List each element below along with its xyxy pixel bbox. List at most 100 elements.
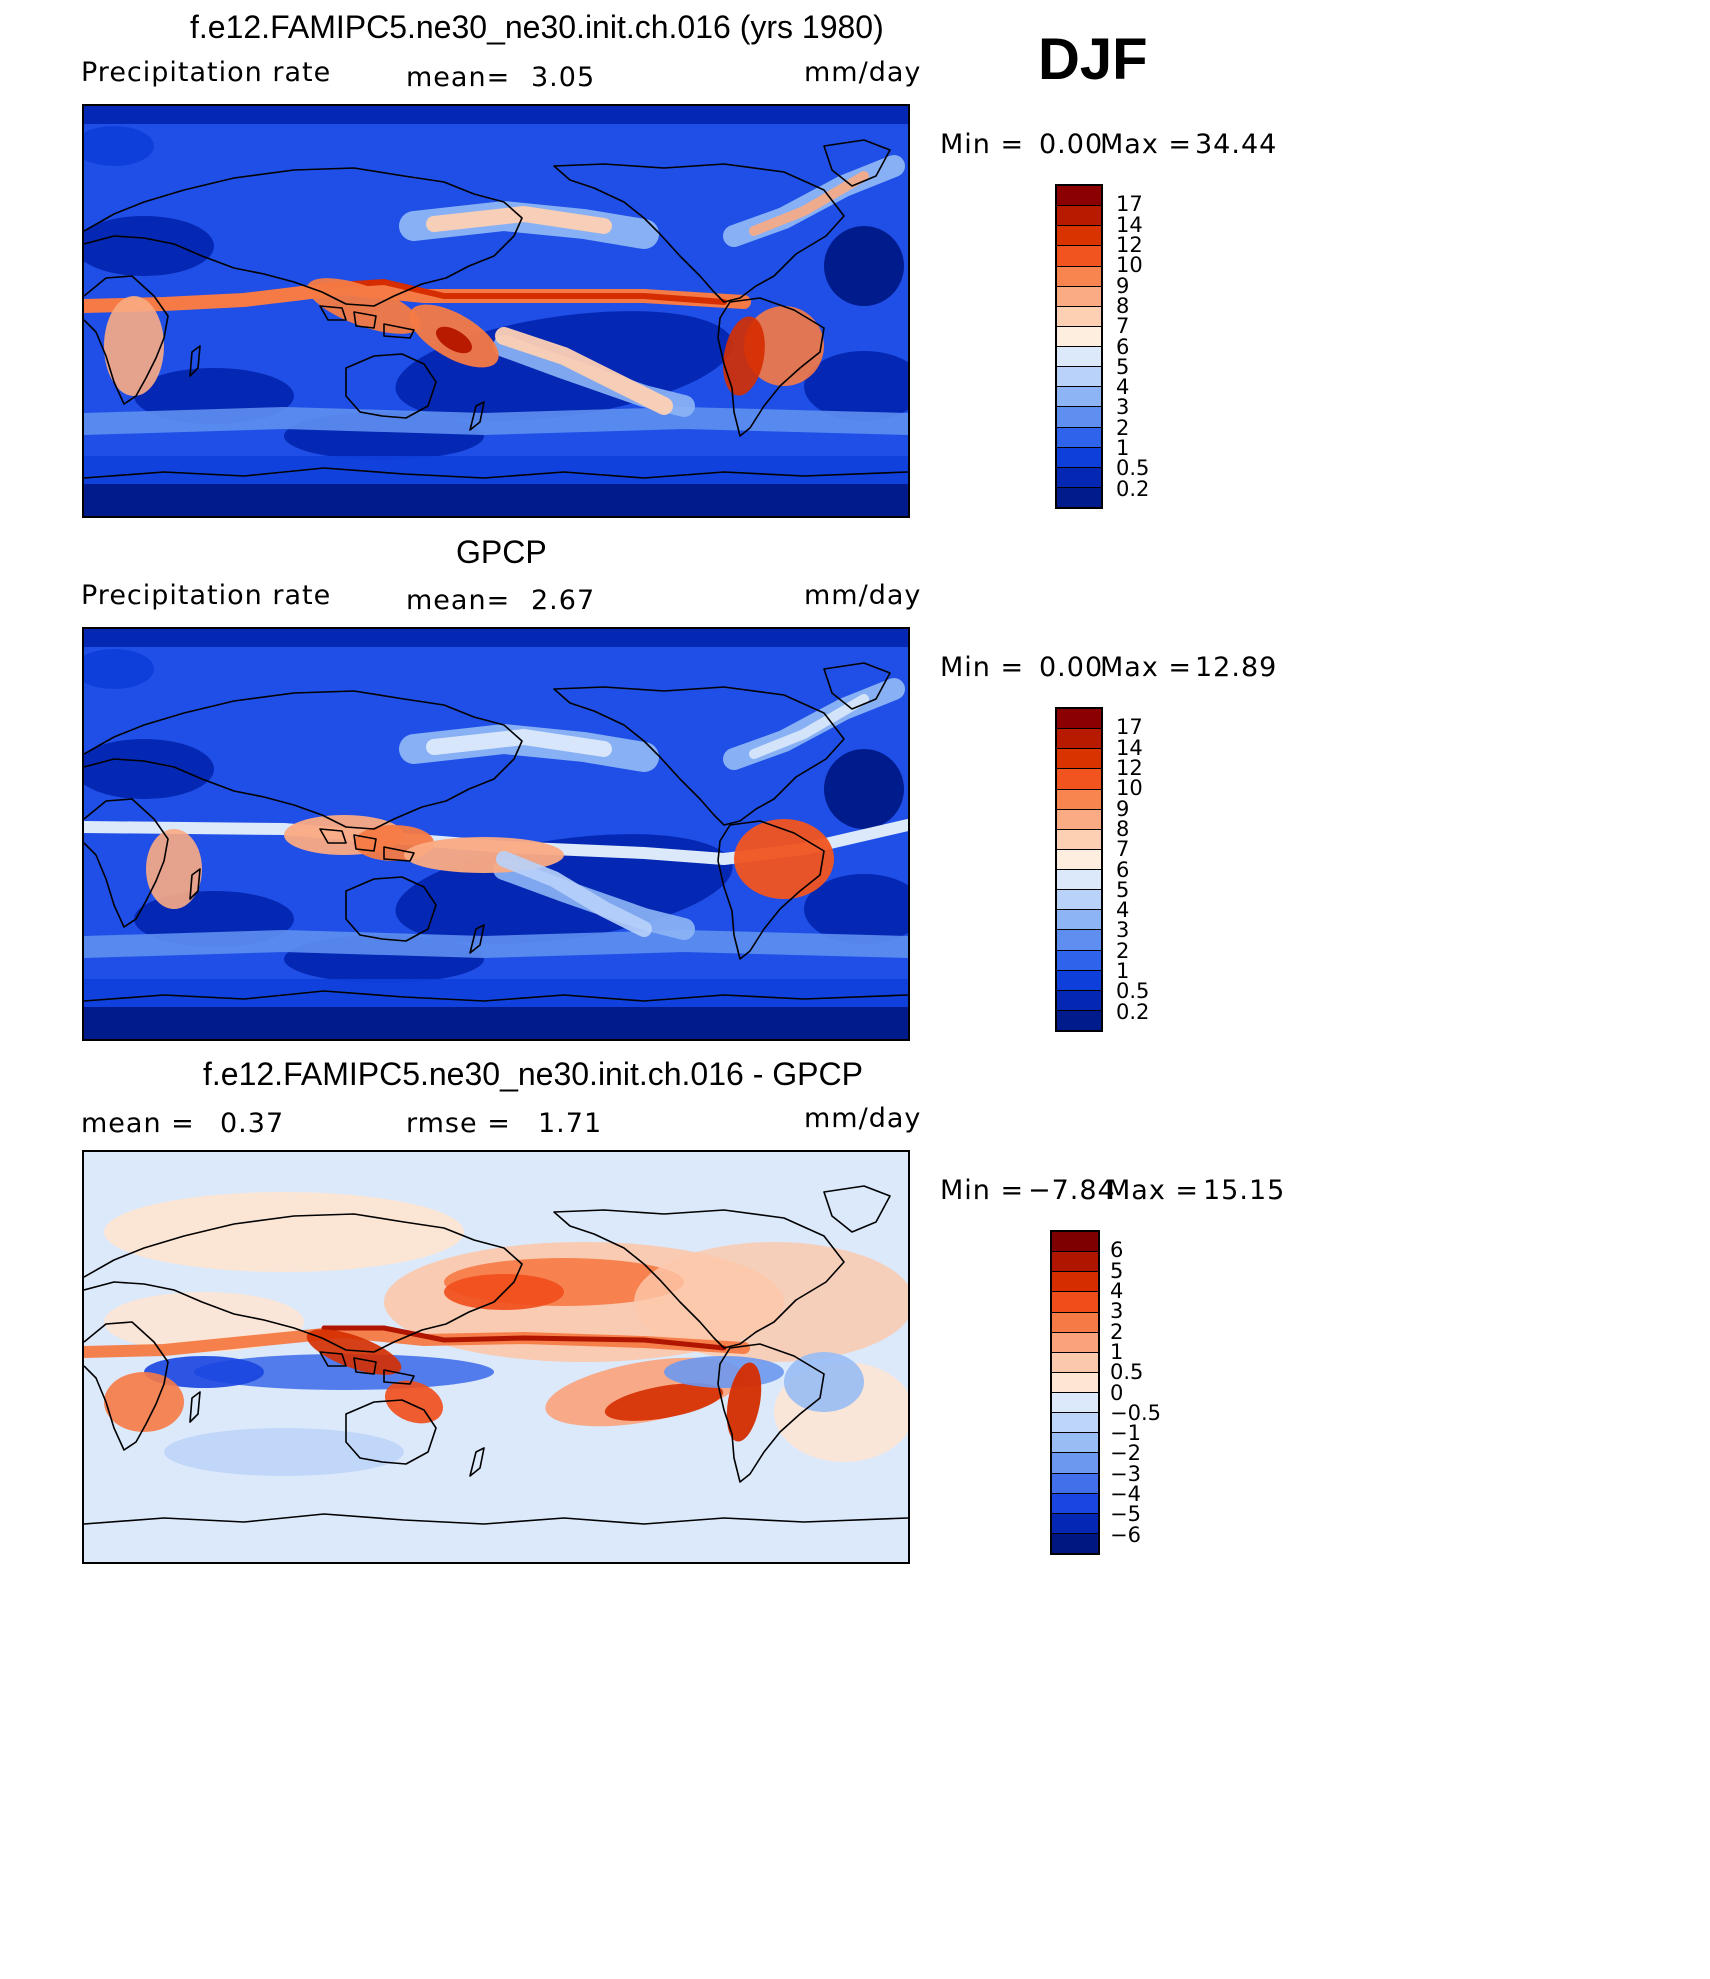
colorbar-tick-label: 9: [1116, 273, 1130, 298]
field-contour: [734, 819, 834, 899]
colorbar-tick-label: 0: [1110, 1380, 1124, 1405]
colorbar-segment: [1057, 447, 1101, 468]
colorbar-tick-label: 17: [1116, 715, 1143, 740]
coastline: [84, 990, 908, 1002]
coastline: [383, 1369, 415, 1385]
colorbar-segment: [1057, 769, 1101, 790]
polar-band: [84, 106, 908, 124]
colorbar-tick-label: 8: [1116, 816, 1130, 841]
coastline: [84, 1513, 908, 1525]
panel3-mean-label: mean =: [81, 1108, 195, 1139]
polar-band: [84, 979, 908, 1007]
polar-band: [84, 629, 908, 647]
panel3-rmse-value: 1.71: [538, 1108, 603, 1139]
colorbar-segment: [1057, 749, 1101, 770]
panel3-units: mm/day: [804, 1103, 922, 1134]
coastline: [383, 323, 415, 339]
colorbar-segment: [1057, 467, 1101, 488]
coastline: [189, 345, 201, 377]
colorbar-segment: [1052, 1292, 1098, 1313]
colorbar-tick-label: 2: [1116, 938, 1130, 963]
colorbar-segment: [1052, 1372, 1098, 1393]
field-contour: [84, 216, 214, 276]
panel2-max-value: 12.89: [1195, 652, 1278, 683]
coastline: [345, 353, 437, 419]
panel3-min-value: −7.84: [1028, 1175, 1116, 1206]
coastline: [823, 139, 891, 187]
field-contour: [104, 1192, 464, 1272]
panel2-units: mm/day: [804, 580, 922, 611]
field-contour: [604, 1383, 724, 1421]
coastline: [345, 1399, 437, 1465]
colorbar-segment: [1057, 789, 1101, 810]
colorbar-tick-label: 3: [1116, 395, 1130, 420]
field-contour: [164, 1428, 404, 1476]
panel2-variable-label: Precipitation rate: [81, 580, 332, 611]
coastline: [189, 1391, 201, 1423]
field-contour: [804, 351, 908, 421]
colorbar-tick-label: 6: [1116, 857, 1130, 882]
panel3-mean-value: 0.37: [220, 1108, 285, 1139]
colorbar-tick-label: 5: [1110, 1258, 1124, 1283]
coastline: [319, 828, 347, 844]
coastline: [345, 876, 437, 942]
panel1-min-value: 0.00: [1039, 129, 1104, 160]
colorbar-segment: [1057, 809, 1101, 830]
coastline: [319, 1351, 347, 1367]
field-contour: [306, 1329, 402, 1375]
colorbar-segment: [1057, 387, 1101, 408]
panel2-max-label: Max =: [1100, 652, 1193, 683]
colorbar-tick-label: 7: [1116, 314, 1130, 339]
coastline: [469, 401, 485, 431]
colorbar-tick-label: 9: [1116, 796, 1130, 821]
panel2-colorbar-ticks: 17 14 12 10 9 8 7 6 5 4 3 2 1 0.5 0.2: [1116, 707, 1176, 1032]
coastline: [84, 690, 523, 830]
panel2-min-label: Min =: [940, 652, 1025, 683]
field-contour: [426, 206, 612, 234]
colorbar-tick-label: 6: [1116, 334, 1130, 359]
colorbar-segment: [1052, 1453, 1098, 1474]
colorbar-segment: [1057, 849, 1101, 870]
colorbar-tick-label: 0.2: [1116, 476, 1150, 501]
season-label: DJF: [1038, 27, 1148, 92]
colorbar-segment: [1057, 709, 1101, 730]
colorbar-segment: [1052, 1413, 1098, 1434]
panel2-title: GPCP: [456, 534, 547, 570]
panel1-mean-label: mean=: [406, 62, 511, 93]
coastline: [189, 868, 201, 900]
colorbar-tick-label: −0.5: [1110, 1400, 1161, 1425]
colorbar-segment: [1057, 970, 1101, 991]
panel3-max-label: Max =: [1107, 1175, 1200, 1206]
field-contour: [321, 1325, 727, 1351]
panel1-title: f.e12.FAMIPC5.ne30_ne30.init.ch.016 (yrs…: [190, 9, 884, 45]
colorbar-segment: [1057, 487, 1101, 507]
panel1-variable-label: Precipitation rate: [81, 57, 332, 88]
coastline: [717, 297, 825, 437]
coastline: [319, 305, 347, 321]
coastline: [823, 1185, 891, 1233]
field-contour: [84, 739, 214, 799]
field-contour: [84, 407, 908, 435]
panel2-mean-value: 2.67: [531, 585, 596, 616]
field-contour: [384, 1380, 444, 1424]
colorbar-segment: [1057, 890, 1101, 911]
colorbar-segment: [1057, 206, 1101, 227]
panel1-min-label: Min =: [940, 129, 1025, 160]
field-contour: [495, 327, 673, 415]
coastline: [553, 686, 845, 826]
colorbar-segment: [1057, 427, 1101, 448]
colorbar-tick-label: 10: [1116, 253, 1143, 278]
coastline: [553, 1209, 845, 1349]
coastline: [469, 1447, 485, 1477]
coastline: [353, 834, 377, 852]
colorbar-tick-label: −3: [1110, 1461, 1141, 1486]
field-contour: [749, 171, 869, 236]
panel2-mean-label: mean=: [406, 585, 511, 616]
colorbar-segment: [1052, 1513, 1098, 1534]
colorbar-tick-label: −2: [1110, 1441, 1141, 1466]
panel3-max-value: 15.15: [1203, 1175, 1286, 1206]
colorbar-tick-label: 1: [1116, 959, 1130, 984]
coastline: [84, 1213, 523, 1353]
field-contour: [146, 829, 202, 909]
field-contour: [824, 749, 904, 829]
